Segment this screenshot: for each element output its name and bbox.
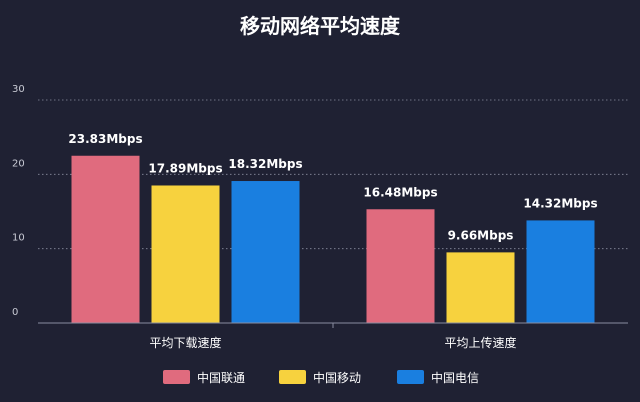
legend: 中国联通 中国移动 中国电信 (163, 370, 479, 385)
data-label: 17.89Mbps (148, 161, 222, 175)
data-label: 9.66Mbps (448, 228, 514, 242)
data-label: 18.32Mbps (228, 157, 302, 171)
category-labels: 平均下载速度 平均上传速度 (149, 335, 516, 350)
data-label: 16.48Mbps (363, 185, 437, 199)
x-axis (38, 322, 628, 328)
y-tick-label: 10 (12, 233, 25, 244)
legend-swatch (397, 370, 424, 384)
legend-swatch (163, 370, 190, 384)
bar (526, 220, 595, 323)
legend-label: 中国联通 (197, 370, 245, 385)
bar (446, 252, 515, 323)
bar (366, 209, 435, 323)
legend-swatch (279, 370, 306, 384)
bar (151, 185, 220, 323)
legend-label: 中国移动 (313, 370, 361, 385)
y-tick-label: 30 (12, 84, 25, 95)
legend-label: 中国电信 (431, 370, 479, 385)
data-label: 23.83Mbps (68, 132, 142, 146)
y-tick-label: 20 (12, 158, 25, 169)
bars: 23.83Mbps 17.89Mbps 18.32Mbps 16.48Mbps 9.66… (68, 132, 598, 323)
y-axis-ticks: 0 10 20 30 (12, 84, 25, 318)
chart-title: 移动网络平均速度 (240, 14, 401, 38)
bar (231, 181, 300, 323)
x-category-label: 平均下载速度 (149, 335, 221, 350)
x-category-label: 平均上传速度 (444, 335, 516, 350)
data-label: 14.32Mbps (523, 196, 597, 210)
y-tick-label: 0 (12, 307, 18, 318)
bar (71, 155, 140, 323)
